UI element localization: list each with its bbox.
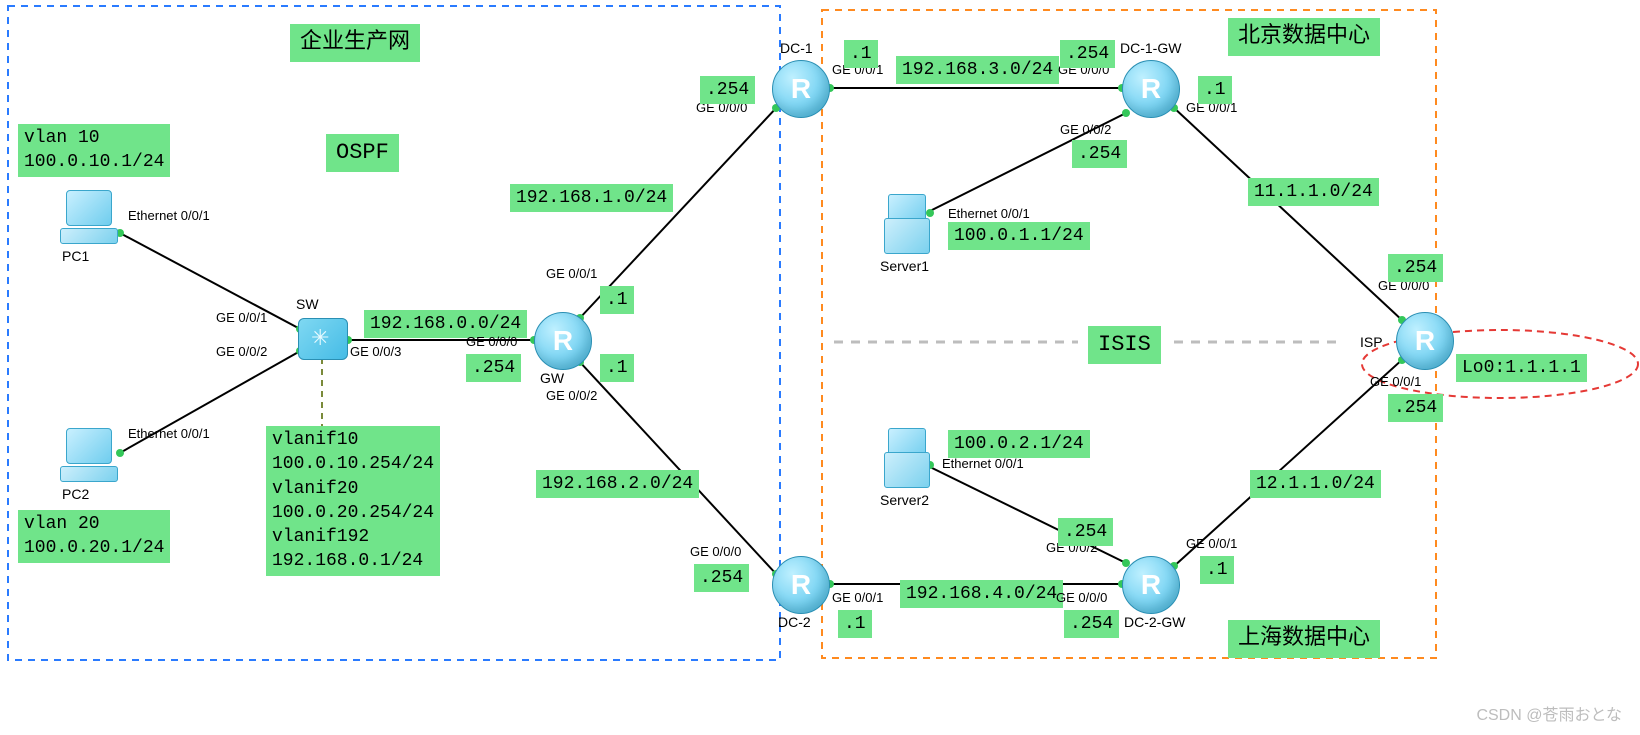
isp-ip-g000: .254 <box>1388 254 1443 282</box>
dc1-ip-g001: .1 <box>844 40 878 68</box>
pc2-cfg: vlan 20 100.0.20.1/24 <box>18 510 170 563</box>
srv1-port: Ethernet 0/0/1 <box>948 206 1030 221</box>
dc2: R <box>772 556 830 614</box>
srv1-label: Server1 <box>880 258 929 274</box>
pc2-port: Ethernet 0/0/1 <box>128 426 210 441</box>
dc2-label: DC-2 <box>778 614 811 630</box>
router-icon: R <box>534 312 592 370</box>
subnet-gw-dc2: 192.168.2.0/24 <box>536 470 699 498</box>
router-icon: R <box>1122 60 1180 118</box>
gw-g001: GE 0/0/1 <box>546 266 597 281</box>
router-icon: R <box>1396 312 1454 370</box>
subnet-dc1: 192.168.3.0/24 <box>896 56 1059 84</box>
dc2gw-ip-g002: .254 <box>1058 518 1113 546</box>
dc1gw-ip-g001: .1 <box>1198 76 1232 104</box>
pc1 <box>60 190 116 244</box>
router-icon: R <box>1122 556 1180 614</box>
pc-icon <box>60 428 116 482</box>
dc2gw: R <box>1122 556 1180 614</box>
dc1-label: DC-1 <box>780 40 813 56</box>
server2 <box>884 428 928 488</box>
dc1-ip-g000: .254 <box>700 76 755 104</box>
dc1gw-ip-g000: .254 <box>1060 40 1115 68</box>
srv2-cfg: 100.0.2.1/24 <box>948 430 1090 458</box>
router-icon: R <box>772 60 830 118</box>
pc1-port: Ethernet 0/0/1 <box>128 208 210 223</box>
sw-cfg: vlanif10 100.0.10.254/24 vlanif20 100.0.… <box>266 426 440 576</box>
gw-label: GW <box>540 370 564 386</box>
isp-g001: GE 0/0/1 <box>1370 374 1421 389</box>
ospf-title: 企业生产网 <box>290 24 420 62</box>
watermark: CSDN @苍雨おとな <box>1476 701 1622 725</box>
pc1-cfg: vlan 10 100.0.10.1/24 <box>18 124 170 177</box>
isp-label: ISP <box>1360 334 1383 350</box>
sw-label: SW <box>296 296 319 312</box>
gw: R <box>534 312 592 370</box>
subnet-gw-dc1: 192.168.1.0/24 <box>510 184 673 212</box>
gw-ip-g001: .1 <box>600 286 634 314</box>
dc-title-bottom: 上海数据中心 <box>1228 620 1380 658</box>
gw-ip-g002: .1 <box>600 354 634 382</box>
subnet-dc2gw-isp: 12.1.1.0/24 <box>1250 470 1381 498</box>
sw-g001: GE 0/0/1 <box>216 310 267 325</box>
dc2gw-g000: GE 0/0/0 <box>1056 590 1107 605</box>
dc1gw-ip-g002: .254 <box>1072 140 1127 168</box>
srv1-cfg: 100.0.1.1/24 <box>948 222 1090 250</box>
dc1gw: R <box>1122 60 1180 118</box>
dc2-g000: GE 0/0/0 <box>690 544 741 559</box>
dc1gw-label: DC-1-GW <box>1120 40 1181 56</box>
dc1gw-g002: GE 0/0/2 <box>1060 122 1111 137</box>
gw-ip-g000: .254 <box>466 354 521 382</box>
dc2gw-g001: GE 0/0/1 <box>1186 536 1237 551</box>
srv2-label: Server2 <box>880 492 929 508</box>
isp: R <box>1396 312 1454 370</box>
gw-g000: GE 0/0/0 <box>466 334 517 349</box>
server-icon <box>884 194 928 254</box>
pc1-label: PC1 <box>62 248 89 264</box>
pc-icon <box>60 190 116 244</box>
dc2-g001: GE 0/0/1 <box>832 590 883 605</box>
server1 <box>884 194 928 254</box>
pc2-label: PC2 <box>62 486 89 502</box>
sw-g003: GE 0/0/3 <box>350 344 401 359</box>
ospf-proto: OSPF <box>326 134 399 172</box>
isp-ip-g001: .254 <box>1388 394 1443 422</box>
dc2-ip-g000: .254 <box>694 564 749 592</box>
subnet-dc2: 192.168.4.0/24 <box>900 580 1063 608</box>
sw-g002: GE 0/0/2 <box>216 344 267 359</box>
dc1: R <box>772 60 830 118</box>
dc2gw-ip-g000: .254 <box>1064 610 1119 638</box>
sw <box>298 318 348 360</box>
dc2gw-ip-g001: .1 <box>1200 556 1234 584</box>
gw-g002: GE 0/0/2 <box>546 388 597 403</box>
dc2-ip-g001: .1 <box>838 610 872 638</box>
isp-loopback: Lo0:1.1.1.1 <box>1456 354 1587 382</box>
switch-icon <box>298 318 348 360</box>
pc2 <box>60 428 116 482</box>
server-icon <box>884 428 928 488</box>
isis-proto: ISIS <box>1088 326 1161 364</box>
dc2gw-label: DC-2-GW <box>1124 614 1185 630</box>
subnet-dc1gw-isp: 11.1.1.0/24 <box>1248 178 1379 206</box>
router-icon: R <box>772 556 830 614</box>
dc-title-top: 北京数据中心 <box>1228 18 1380 56</box>
